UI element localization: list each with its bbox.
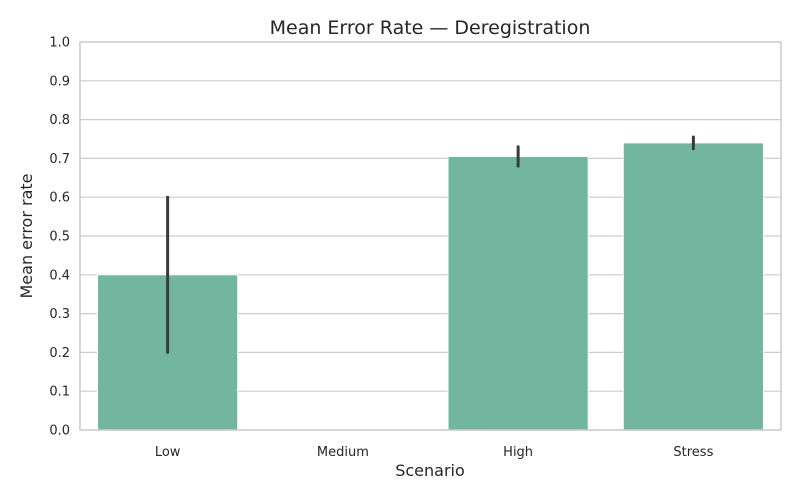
x-tick-label-low: Low — [155, 445, 181, 460]
bars — [97, 142, 764, 431]
y-tick-label: 0.4 — [49, 268, 70, 283]
x-tick-labels: Low Medium High Stress — [155, 445, 714, 460]
y-tick-label: 0.6 — [49, 191, 70, 206]
error-bars — [166, 135, 695, 354]
y-axis-label: Mean error rate — [17, 174, 36, 299]
plot-frame — [79, 41, 782, 431]
y-tick-label: 0.8 — [49, 113, 70, 128]
chart-title: Mean Error Rate — Deregistration — [270, 17, 591, 39]
y-tick-label: 0.0 — [49, 424, 70, 439]
y-tick-label: 0.1 — [49, 385, 70, 400]
y-tick-label: 1.0 — [49, 36, 70, 51]
y-tick-label: 0.3 — [49, 307, 70, 322]
x-axis-label: Scenario — [395, 461, 465, 480]
x-tick-label-high: High — [503, 445, 533, 460]
bar-high — [447, 155, 589, 431]
x-tick-label-medium: Medium — [317, 445, 369, 460]
y-tick-label: 0.9 — [49, 74, 70, 89]
x-tick-label-stress: Stress — [673, 445, 713, 460]
y-tick-label: 0.7 — [49, 152, 70, 167]
y-tick-labels: 0.0 0.1 0.2 0.3 0.4 0.5 0.6 0.7 0.8 0.9 1.0 — [49, 36, 70, 439]
y-tick-label: 0.5 — [49, 230, 70, 245]
bar-stress — [622, 142, 764, 431]
y-tick-label: 0.2 — [49, 346, 70, 361]
